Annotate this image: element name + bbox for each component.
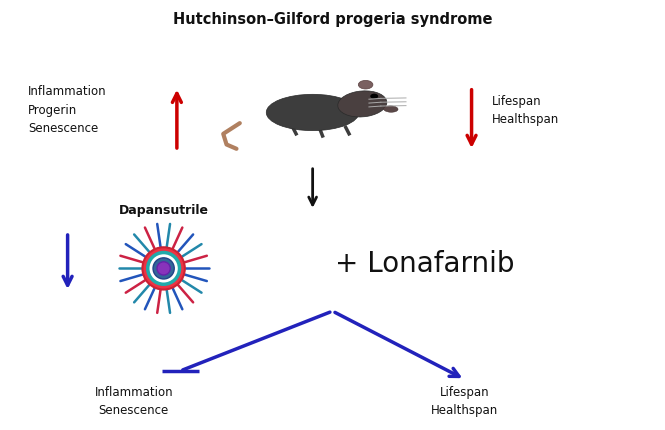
Ellipse shape — [266, 94, 359, 131]
Ellipse shape — [148, 252, 180, 284]
Text: + Lonafarnib: + Lonafarnib — [335, 250, 515, 278]
Ellipse shape — [338, 91, 387, 117]
Ellipse shape — [358, 80, 373, 89]
Text: Hutchinson–Gilford progeria syndrome: Hutchinson–Gilford progeria syndrome — [173, 12, 492, 27]
Text: Lifespan
Healthspan: Lifespan Healthspan — [432, 386, 499, 418]
Ellipse shape — [384, 106, 398, 112]
Text: Inflammation
Progerin
Senescence: Inflammation Progerin Senescence — [28, 85, 106, 135]
Text: Dapansutrile: Dapansutrile — [118, 204, 209, 217]
Ellipse shape — [153, 258, 174, 279]
Text: Lifespan
Healthspan: Lifespan Healthspan — [491, 95, 559, 126]
Text: Inflammation
Senescence: Inflammation Senescence — [94, 386, 173, 418]
Ellipse shape — [142, 247, 185, 289]
Ellipse shape — [157, 262, 170, 275]
Circle shape — [370, 94, 378, 99]
